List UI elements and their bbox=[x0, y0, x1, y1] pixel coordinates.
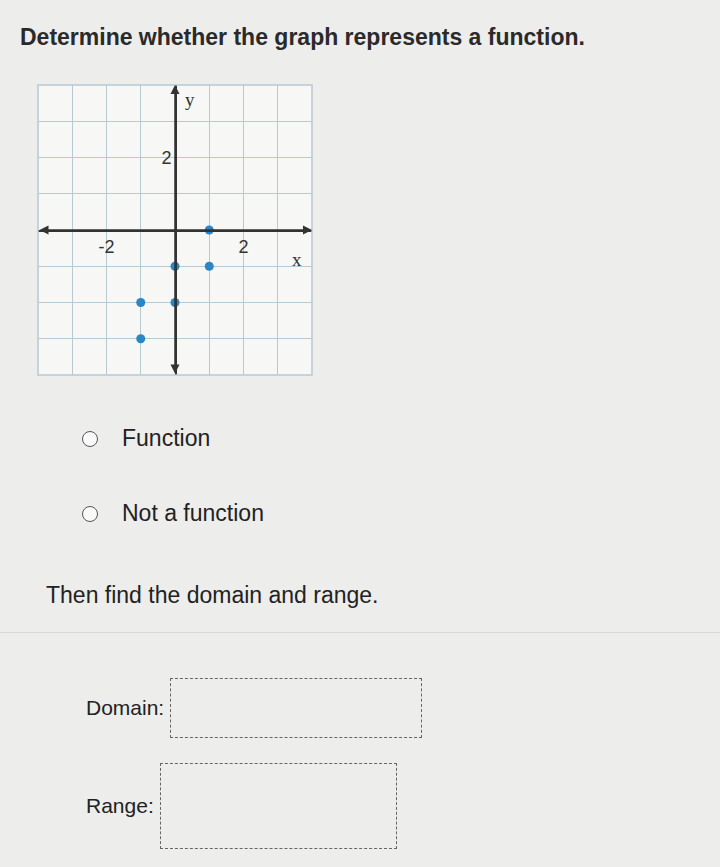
svg-text:x: x bbox=[292, 249, 302, 270]
svg-text:y: y bbox=[185, 89, 195, 110]
html-text:Then find the domain and range: Then find the domain and range. bbox=[46, 582, 379, 608]
svg-text:2: 2 bbox=[238, 237, 248, 257]
html-text:Function: Function bbox=[122, 425, 211, 451]
html-text:Domain:: Domain: bbox=[86, 696, 165, 719]
html-text:Determine whether the graph re: Determine whether the graph represents a… bbox=[20, 24, 585, 50]
svg-text:-2: -2 bbox=[98, 237, 114, 257]
svg-text:2: 2 bbox=[161, 148, 171, 168]
html-text:Range:: Range: bbox=[86, 794, 154, 817]
html-text:Not a function: Not a function bbox=[122, 500, 264, 526]
